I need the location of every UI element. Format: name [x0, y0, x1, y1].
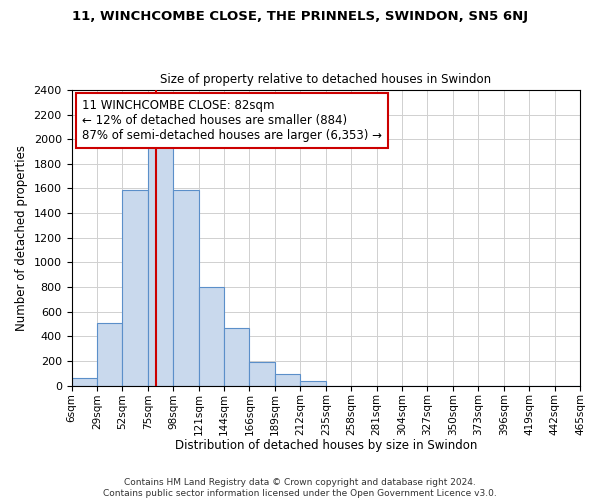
Bar [148, 146, 173, 386]
Bar [122, 190, 148, 386]
Text: 11, WINCHCOMBE CLOSE, THE PRINNELS, SWINDON, SN5 6NJ: 11, WINCHCOMBE CLOSE, THE PRINNELS, SWIN… [72, 10, 528, 23]
Title: Size of property relative to detached houses in Swindon: Size of property relative to detached ho… [160, 73, 491, 86]
Bar [275, 374, 301, 386]
X-axis label: Distribution of detached houses by size in Swindon: Distribution of detached houses by size … [175, 440, 477, 452]
Y-axis label: Number of detached properties: Number of detached properties [15, 145, 28, 331]
Text: 11 WINCHCOMBE CLOSE: 82sqm
← 12% of detached houses are smaller (884)
87% of sem: 11 WINCHCOMBE CLOSE: 82sqm ← 12% of deta… [82, 99, 382, 142]
Text: Contains HM Land Registry data © Crown copyright and database right 2024.
Contai: Contains HM Land Registry data © Crown c… [103, 478, 497, 498]
Bar [250, 362, 275, 386]
Bar [173, 190, 199, 386]
Bar [199, 287, 224, 386]
Bar [97, 322, 122, 386]
Bar [71, 378, 97, 386]
Bar [301, 382, 326, 386]
Bar [224, 328, 250, 386]
